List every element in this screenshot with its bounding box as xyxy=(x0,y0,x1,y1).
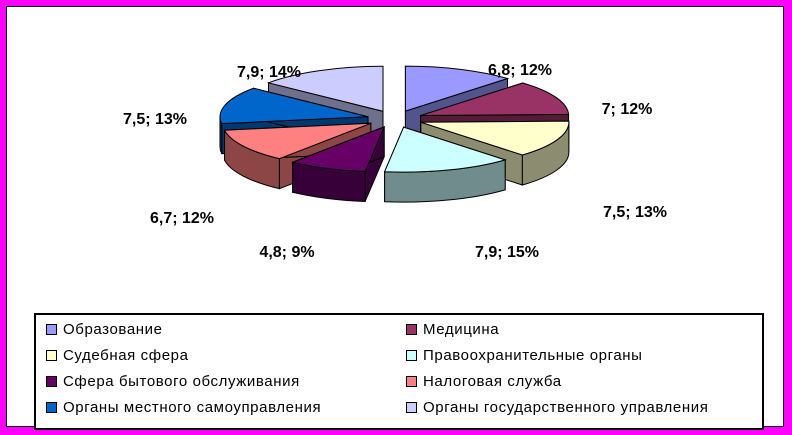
pie-slice xyxy=(383,126,507,203)
legend-label: Органы местного самоуправления xyxy=(63,399,322,416)
data-label: 4,8; 9% xyxy=(259,244,314,261)
legend-item: Налоговая служба xyxy=(406,373,562,390)
legend-swatch xyxy=(46,376,57,387)
legend-swatch xyxy=(406,324,417,335)
legend-item: Правоохранительные органы xyxy=(406,347,643,364)
legend-item: Образование xyxy=(46,321,163,338)
legend-item: Судебная сфера xyxy=(46,347,189,364)
legend-swatch xyxy=(406,402,417,413)
legend-swatch xyxy=(46,350,57,361)
data-label: 7,9; 15% xyxy=(475,244,539,261)
data-label: 6,7; 12% xyxy=(150,210,214,227)
data-label: 7,9; 14% xyxy=(237,64,301,81)
data-label: 7,5; 13% xyxy=(123,111,187,128)
legend-swatch xyxy=(46,324,57,335)
legend-label: Медицина xyxy=(423,321,500,338)
data-label: 7,5; 13% xyxy=(603,204,667,221)
legend-swatch xyxy=(406,376,417,387)
legend-item: Органы местного самоуправления xyxy=(46,399,321,416)
pie-slice xyxy=(290,125,386,202)
pie-chart: 6,8; 12% 7; 12% 7,5; 13% 7,9; 15% 4,8; 9% 6,7… xyxy=(123,62,667,261)
legend-swatch xyxy=(406,350,417,361)
legend-label: Сфера бытового обслуживания xyxy=(63,373,300,390)
legend-label: Налоговая служба xyxy=(423,373,562,390)
legend-swatch xyxy=(46,402,57,413)
legend-label: Образование xyxy=(63,321,163,338)
legend-item: Медицина xyxy=(406,321,499,338)
legend-item: Сфера бытового обслуживания xyxy=(46,373,300,390)
legend-item: Органы государственного управления xyxy=(406,399,708,416)
legend-label: Судебная сфера xyxy=(63,347,189,364)
legend-label: Правоохранительные органы xyxy=(423,347,643,364)
data-label: 6,8; 12% xyxy=(488,62,552,79)
legend: Образование Медицина Судебная сфера Правоох… xyxy=(34,313,764,430)
data-label: 7; 12% xyxy=(602,101,653,118)
chart-area: 6,8; 12% 7; 12% 7,5; 13% 7,9; 15% 4,8; 9% 6,7… xyxy=(6,6,784,430)
legend-label: Органы государственного управления xyxy=(423,399,709,416)
